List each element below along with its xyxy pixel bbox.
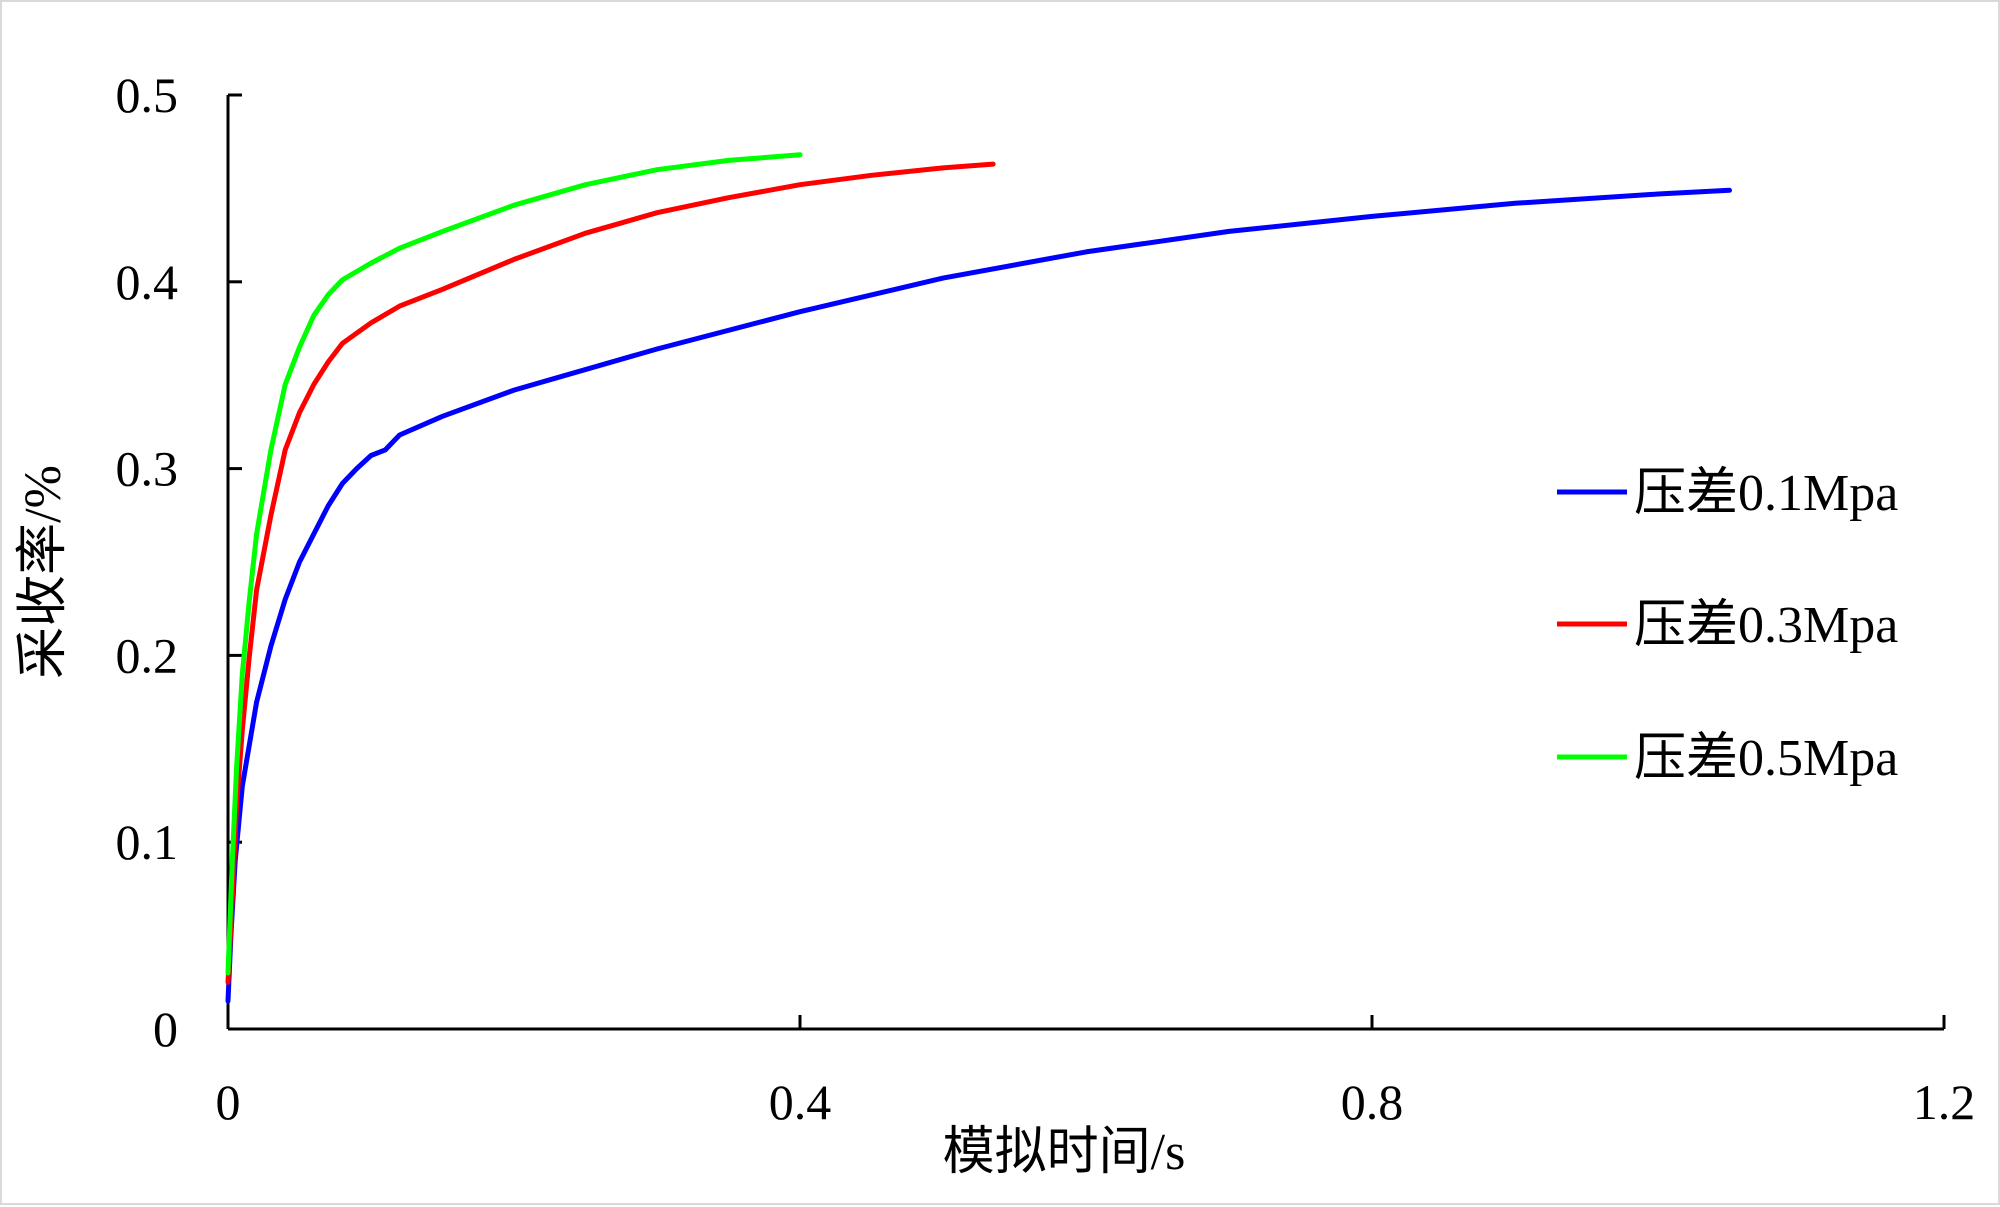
legend-label-1: 压差0.1Mpa bbox=[1634, 465, 1898, 522]
plot-axes: 0 0.4 0.8 1.2 0 0.1 0.2 0.3 0.4 0.5 bbox=[116, 67, 1976, 1130]
series-layer bbox=[225, 152, 1732, 1004]
y-tick-label: 0.5 bbox=[116, 67, 179, 123]
x-tick-label: 1.2 bbox=[1913, 1074, 1976, 1130]
series-line-3 bbox=[225, 152, 803, 976]
x-axis-title: 模拟时间/s bbox=[943, 1124, 1186, 1181]
y-tick-label: 0.1 bbox=[116, 814, 179, 870]
y-tick-label: 0.4 bbox=[116, 254, 179, 310]
y-tick-label: 0.2 bbox=[116, 627, 179, 683]
series-line-1 bbox=[225, 187, 1732, 1004]
legend-label-3: 压差0.5Mpa bbox=[1634, 730, 1898, 787]
x-tick-label: 0.8 bbox=[1341, 1074, 1404, 1130]
y-tick-label: 0.3 bbox=[116, 441, 179, 497]
x-tick-label: 0 bbox=[216, 1074, 241, 1130]
series-line-2 bbox=[225, 161, 996, 985]
x-tick-label: 0.4 bbox=[769, 1074, 832, 1130]
legend: 压差0.1Mpa 压差0.3Mpa 压差0.5Mpa bbox=[1557, 465, 1898, 787]
y-axis-title: 采收率/% bbox=[15, 465, 72, 679]
y-tick-label: 0 bbox=[153, 1001, 178, 1057]
legend-label-2: 压差0.3Mpa bbox=[1634, 597, 1898, 654]
